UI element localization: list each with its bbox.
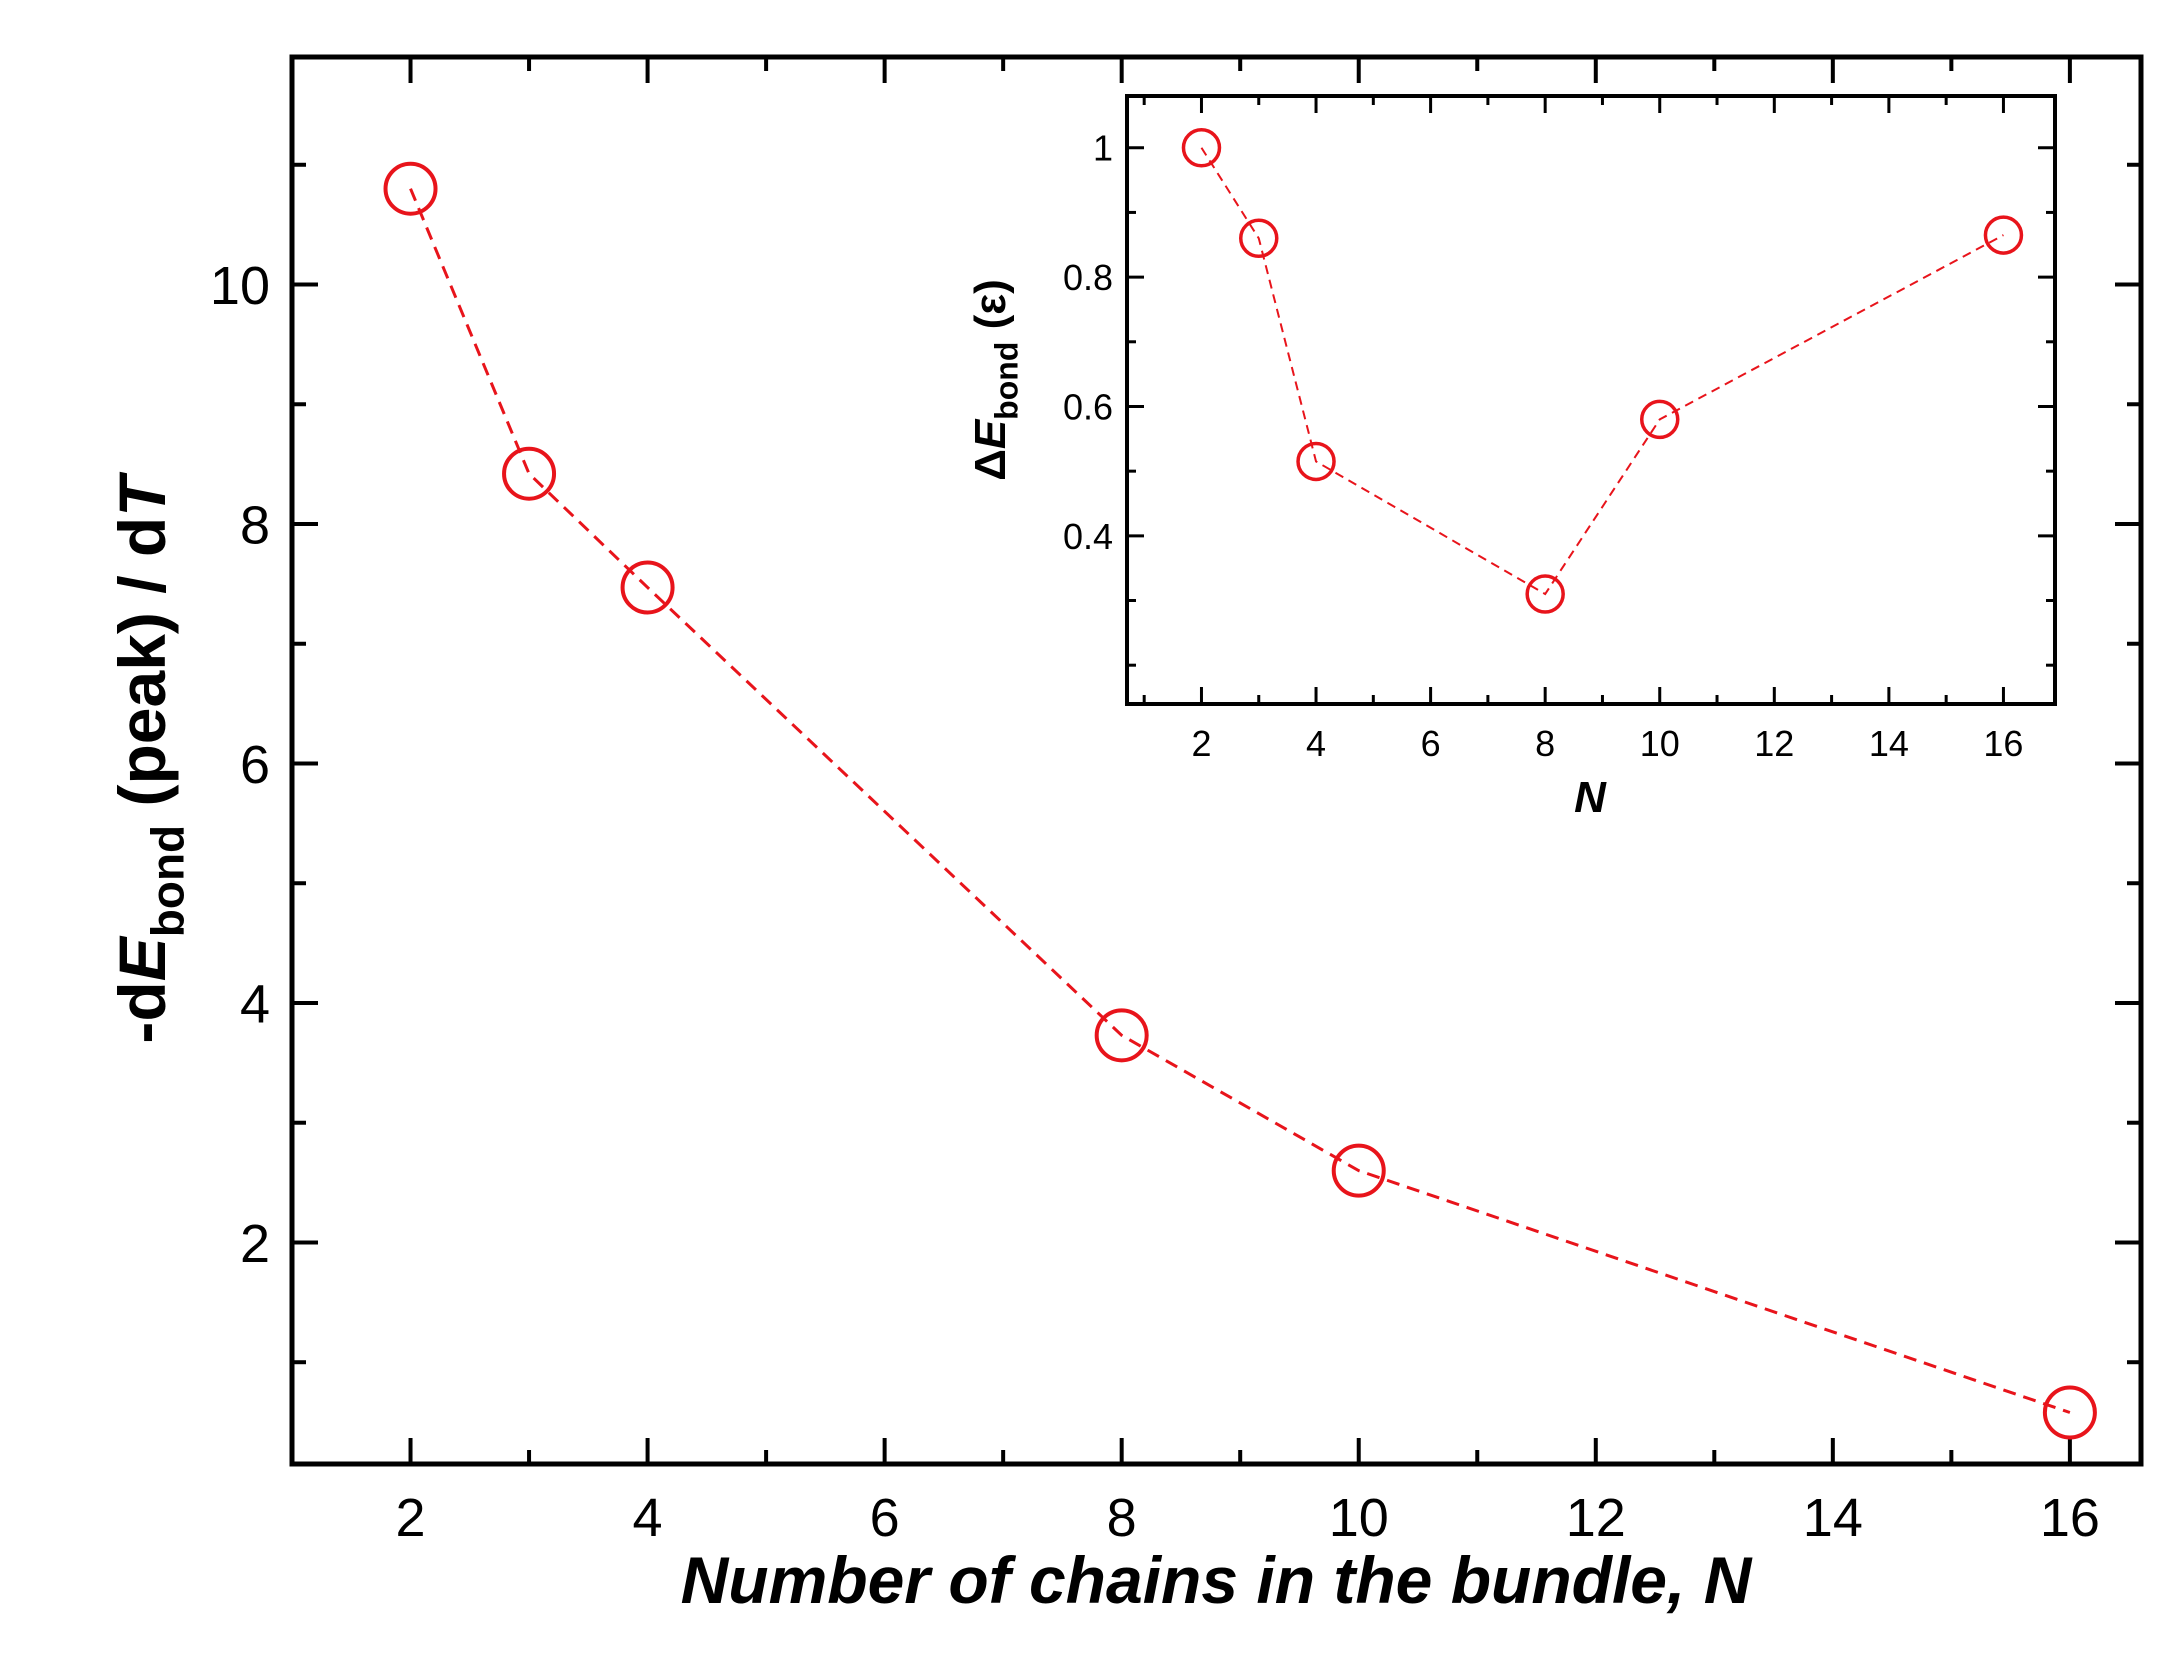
inset-x-tick-label: 16 — [1983, 723, 2023, 764]
main-x-tick-label: 12 — [1566, 1488, 1626, 1548]
inset-x-tick-label: 12 — [1754, 723, 1794, 764]
inset-x-tick-label: 6 — [1421, 723, 1441, 764]
inset-y-title-suffix: (ε) — [966, 279, 1015, 341]
inset-data-point — [1296, 441, 1336, 482]
inset-series-line — [1200, 147, 2004, 596]
inset-data-point — [1181, 127, 1222, 168]
inset-data-point — [1639, 399, 1680, 440]
main-x-tick-label: 2 — [396, 1488, 426, 1548]
main-x-axis-title: Number of chains in the bundle, N — [681, 1543, 1753, 1617]
main-y-axis-title: -dEbond (peak) / dT — [105, 472, 193, 1044]
inset-y-title-variable: E — [966, 418, 1015, 449]
inset-data-point — [1525, 574, 1565, 614]
main-y-title-variable: E — [105, 935, 179, 981]
main-series-line — [409, 188, 2071, 1414]
inset-data-point — [1239, 218, 1279, 259]
inset-y-tick-label: 0.8 — [1063, 257, 1113, 298]
inset-y-title-subscript: bond — [988, 342, 1024, 420]
main-plot-frame — [289, 54, 2144, 1467]
main-data-point — [620, 560, 675, 615]
main-y-title-subscript: bond — [141, 825, 193, 937]
main-y-title-suffix: (peak) / d — [105, 517, 179, 825]
inset-plot-frame — [1125, 94, 2057, 706]
main-y-tick-label: 8 — [240, 495, 270, 555]
main-y-tick-label: 4 — [240, 974, 270, 1034]
main-x-tick-label: 10 — [1329, 1488, 1389, 1548]
inset-y-tick-label: 1 — [1093, 128, 1113, 169]
main-data-point — [502, 446, 557, 501]
main-y-tick-label: 2 — [240, 1214, 270, 1274]
main-x-tick-label: 6 — [870, 1488, 900, 1548]
main-x-tick-label: 14 — [1803, 1488, 1863, 1548]
main-x-tick-label: 4 — [633, 1488, 663, 1548]
main-y-title-prefix: -d — [105, 981, 179, 1043]
main-data-point — [383, 161, 438, 216]
inset-y-title-prefix: Δ — [966, 449, 1015, 481]
inset-y-tick-label: 0.4 — [1063, 516, 1113, 557]
inset-x-tick-label: 14 — [1869, 723, 1909, 764]
inset-x-tick-label: 8 — [1535, 723, 1555, 764]
inset-y-tick-label: 0.6 — [1063, 386, 1113, 427]
inset-y-axis-title: ΔEbond (ε) — [966, 279, 1024, 481]
inset-x-tick-label: 2 — [1191, 723, 1211, 764]
main-data-point — [1094, 1008, 1149, 1063]
inset-chart: 2 4 6 8 10 12 14 16 0.4 0.6 0.8 1 N ΔEbond (ε) — [966, 94, 2057, 822]
inset-x-tick-label: 4 — [1306, 723, 1326, 764]
main-x-tick-label: 16 — [2040, 1488, 2100, 1548]
main-data-point — [2042, 1385, 2097, 1440]
inset-x-axis-title: N — [1574, 773, 1607, 822]
main-y-title-variable-2: T — [105, 472, 179, 517]
main-data-point — [1331, 1143, 1386, 1198]
main-y-tick-label: 10 — [210, 256, 270, 316]
main-x-tick-label: 8 — [1107, 1488, 1137, 1548]
inset-x-tick-label: 10 — [1640, 723, 1680, 764]
inset-data-point — [1983, 215, 2024, 255]
main-y-tick-label: 6 — [240, 735, 270, 795]
inset-background — [1127, 96, 2055, 704]
